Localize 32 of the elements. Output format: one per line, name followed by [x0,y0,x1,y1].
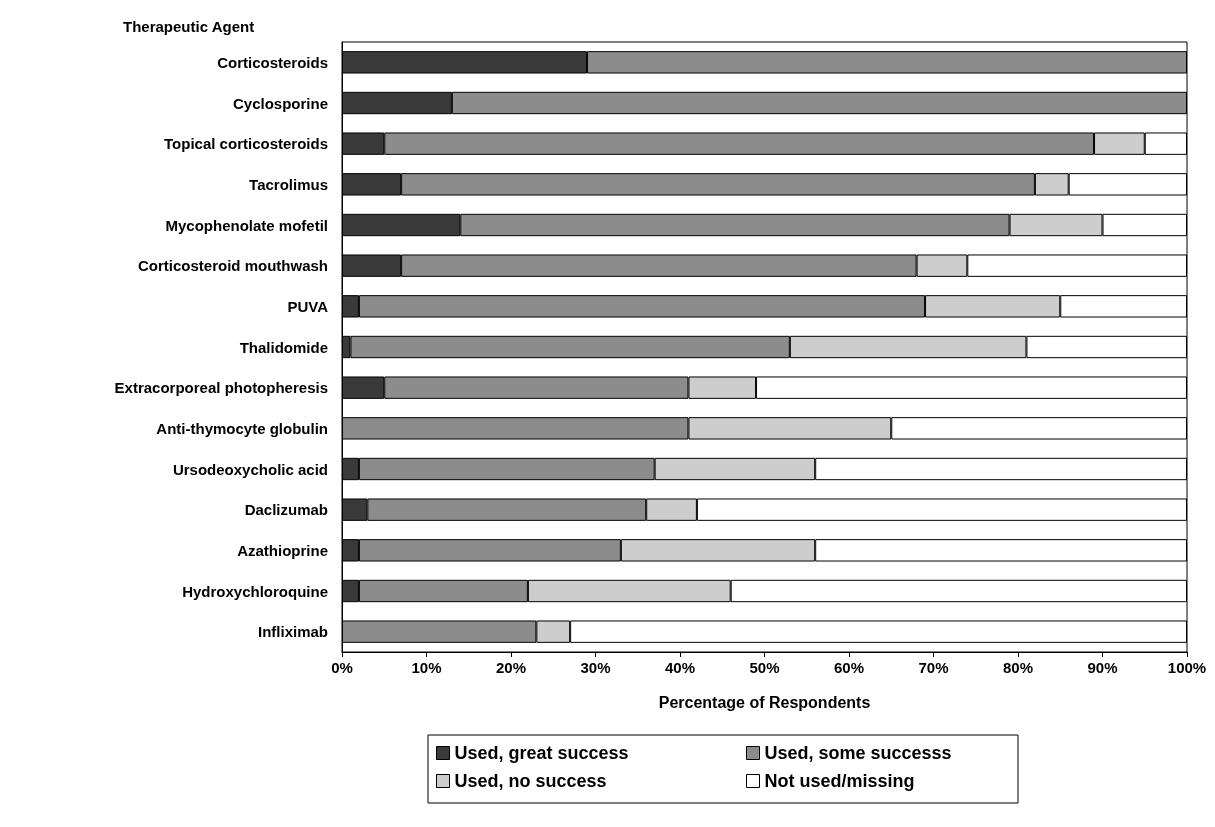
y-tick-label: Corticosteroid mouthwash [137,257,328,275]
x-tick-label: 60% [833,659,865,676]
x-tick-label: 10% [411,659,442,676]
y-tick-label: Daclizumab [244,501,328,519]
x-tick-label: 50% [749,659,780,676]
legend-label: Used, great success [454,743,629,763]
y-tick-label: Cyclosporine [232,94,328,112]
x-tick-label: 20% [495,659,527,676]
legend-label: Not used/missing [764,771,915,791]
y-tick-label: Anti-thymocyte globulin [156,419,328,437]
y-tick-label: Corticosteroids [217,53,328,71]
y-tick-label: Topical corticosteroids [164,135,328,153]
x-tick-label: 90% [1087,659,1118,676]
y-tick-label: Azathioprine [237,541,328,559]
y-tick-label: Hydroxychloroquine [182,582,328,600]
y-tick-label: Ursodeoxycholic acid [172,460,328,478]
legend-label: Used, some successs [764,743,952,763]
x-tick-label: 100% [1167,659,1207,676]
x-tick-label: 80% [1002,659,1034,676]
y-tick-label: Extracorporeal photopheresis [114,379,328,397]
y-tick-label: Infliximab [257,623,328,641]
legend-label: Used, no success [454,771,607,791]
y-tick-label: PUVA [287,297,329,315]
y-tick-label: Mycophenolate mofetil [165,216,328,234]
x-tick-label: 30% [580,659,611,676]
x-tick-label: 40% [664,659,696,676]
x-tick-label: 0% [331,659,353,676]
y-tick-label: Tacrolimus [249,175,328,193]
y-axis-title: Therapeutic Agent [123,18,255,35]
x-axis-title: Percentage of Respondents [658,693,871,711]
x-tick-label: 70% [918,659,949,676]
y-tick-label: Thalidomide [239,338,328,356]
